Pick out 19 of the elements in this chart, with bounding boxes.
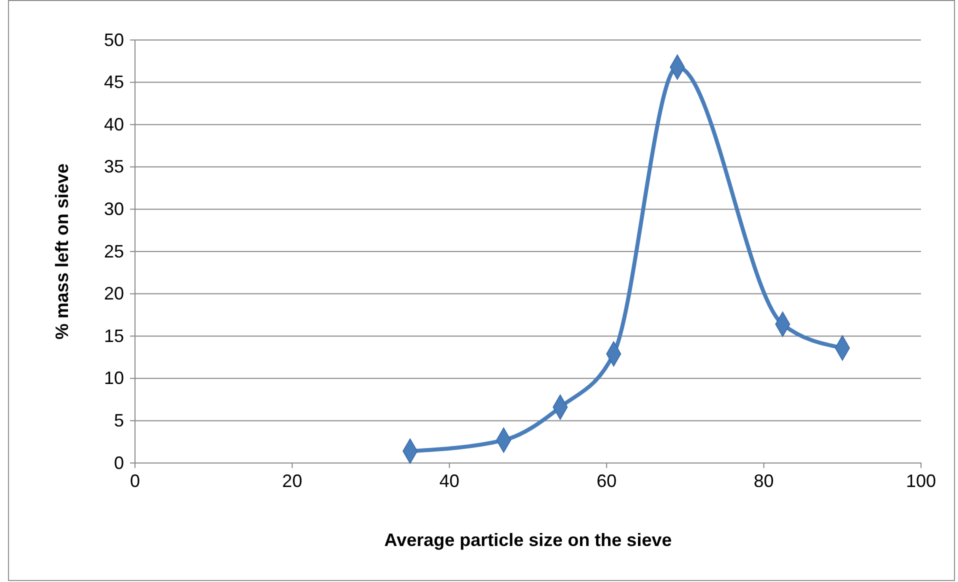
x-tick-label: 100 (906, 470, 936, 491)
y-tick-label: 50 (104, 30, 124, 50)
x-tick-label: 40 (439, 470, 460, 491)
y-tick-label: 20 (104, 284, 124, 304)
y-tick-label: 30 (104, 198, 124, 219)
y-tick-label: 10 (104, 368, 124, 388)
y-tick-label: 45 (104, 72, 124, 92)
y-axis-title: % mass left on sieve (52, 163, 72, 340)
y-tick-label: 35 (104, 156, 124, 177)
x-tick-label: 20 (282, 470, 302, 491)
y-tick-label: 15 (104, 326, 124, 346)
y-tick-label: 25 (104, 241, 124, 262)
x-axis-title: Average particle size on the sieve (384, 530, 672, 550)
y-tick-label: 40 (104, 114, 124, 134)
y-tick-label: 5 (114, 410, 124, 430)
y-tick-label: 0 (114, 452, 124, 473)
x-tick-label: 80 (754, 470, 774, 491)
x-tick-label: 0 (130, 470, 140, 491)
x-tick-label: 60 (596, 470, 617, 491)
